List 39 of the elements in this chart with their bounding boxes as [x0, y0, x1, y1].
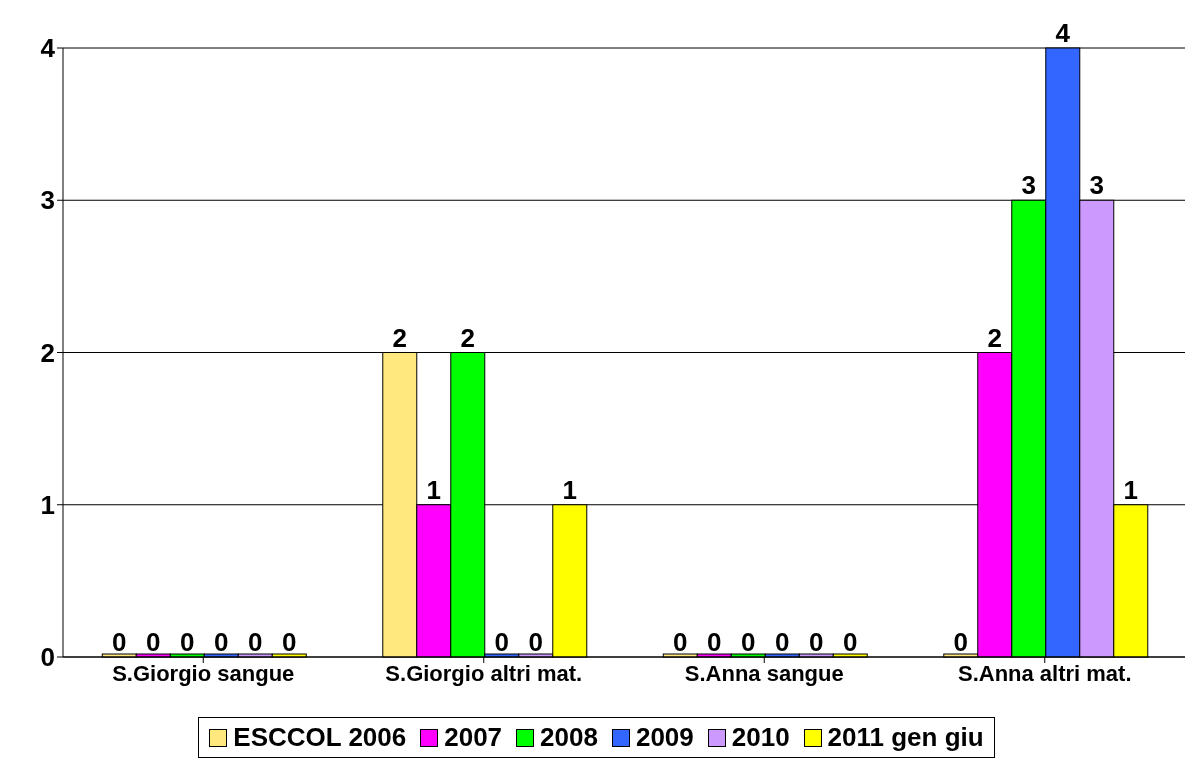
legend-label: ESCCOL 2006 — [233, 722, 407, 753]
data-label: 4 — [1055, 18, 1071, 48]
data-label: 0 — [214, 627, 229, 657]
data-label: 1 — [1123, 474, 1138, 505]
data-label: 0 — [741, 627, 756, 657]
legend-label: 2008 — [540, 722, 598, 753]
x-tick-label: S.Giorgio altri mat. — [385, 660, 583, 686]
y-tick-label: 2 — [40, 337, 55, 368]
y-tick-label: 0 — [40, 642, 55, 673]
data-label: 3 — [1089, 170, 1104, 201]
data-label: 2 — [987, 322, 1002, 353]
data-label: 3 — [1021, 170, 1036, 201]
y-tick-label: 3 — [40, 185, 55, 216]
data-label: 0 — [180, 627, 195, 657]
data-label: 2 — [460, 322, 475, 353]
y-tick-label: 1 — [40, 489, 55, 520]
data-label: 0 — [494, 627, 509, 657]
data-label: 0 — [809, 627, 824, 657]
y-tick-label: 4 — [40, 33, 56, 64]
data-label: 0 — [775, 627, 790, 657]
data-label: 0 — [843, 627, 858, 657]
data-label: 0 — [707, 627, 722, 657]
legend-label: 2010 — [731, 722, 790, 753]
x-tick-label: S.Anna altri mat. — [957, 660, 1132, 686]
data-label: 0 — [528, 627, 543, 657]
data-label: 0 — [953, 627, 968, 657]
legend-label: 2011 gen giu — [827, 722, 984, 753]
legend-label: 2009 — [635, 722, 694, 753]
data-label: 0 — [282, 627, 297, 657]
data-label: 2 — [392, 322, 407, 353]
data-label: 0 — [112, 627, 127, 657]
legend-label: 2007 — [444, 722, 503, 753]
x-tick-label: S.Giorgio sangue — [112, 660, 295, 686]
data-label: 0 — [673, 627, 688, 657]
x-tick-label: S.Anna sangue — [684, 660, 844, 686]
data-label: 1 — [426, 474, 441, 505]
data-label: 0 — [146, 627, 161, 657]
data-label: 0 — [248, 627, 263, 657]
data-label: 1 — [562, 474, 577, 505]
